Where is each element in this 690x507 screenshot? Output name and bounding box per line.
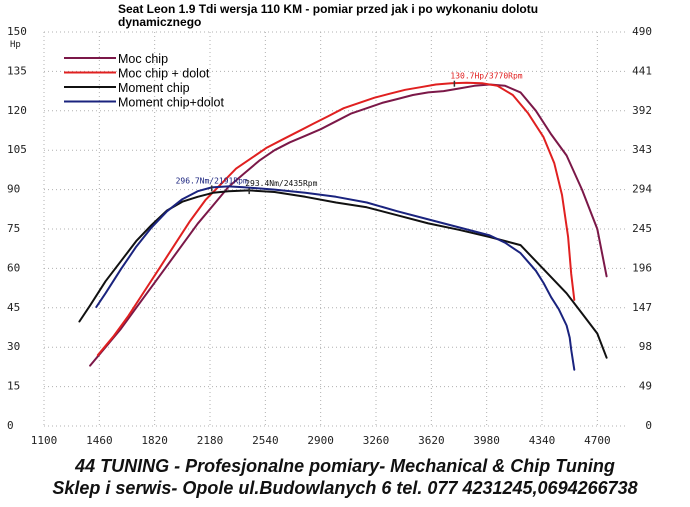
y2-tick-label: 196	[632, 261, 652, 274]
series-line-4	[95, 185, 576, 371]
y-tick-label: 90	[7, 183, 20, 196]
y2-tick-label: 98	[639, 340, 652, 353]
legend-label: Moc chip + dolot	[118, 67, 210, 81]
y2-tick-label: 245	[632, 222, 652, 235]
y-axis-label: Hp	[10, 40, 21, 50]
series-line-1	[89, 83, 608, 367]
y-tick-label: 120	[7, 104, 27, 117]
peak-annotation: 296.7Nm/2191Rpm	[176, 176, 248, 185]
series-line-2	[96, 81, 576, 357]
y-tick-label: 45	[7, 301, 20, 314]
y-tick-label: 75	[7, 222, 20, 235]
series-line-3	[78, 189, 608, 359]
y-tick-label: 135	[7, 64, 27, 77]
y-tick-label: 150	[7, 25, 27, 38]
y2-tick-label: 441	[632, 64, 652, 77]
peak-annotation: 293.4Nm/2435Rpm	[245, 179, 317, 188]
y2-tick-label: 343	[632, 143, 652, 156]
legend-label: Moment chip+dolot	[118, 96, 224, 110]
chart-title: dynamicznego	[118, 15, 201, 29]
footer-line-2: Sklep i serwis- Opole ul.Budowlanych 6 t…	[52, 478, 638, 498]
x-tick-label: 3980	[473, 434, 500, 447]
x-tick-label: 4340	[529, 434, 556, 447]
x-tick-label: 2180	[197, 434, 224, 447]
y2-tick-label: 392	[632, 104, 652, 117]
y2-tick-label: 490	[632, 25, 652, 38]
footer-line-1: 44 TUNING - Profesjonalne pomiary- Mecha…	[75, 456, 615, 476]
y-tick-label: 60	[7, 261, 20, 274]
y-tick-label: 105	[7, 143, 27, 156]
y-tick-label: 30	[7, 340, 20, 353]
y2-tick-label: 49	[639, 380, 652, 393]
legend-label: Moc chip	[118, 52, 168, 66]
y2-tick-label: 147	[632, 301, 652, 314]
legend-label: Moment chip	[118, 81, 190, 95]
x-tick-label: 2900	[307, 434, 334, 447]
x-tick-label: 3620	[418, 434, 445, 447]
y-tick-label: 15	[7, 380, 20, 393]
y-tick-label: 0	[7, 419, 14, 432]
x-tick-label: 1820	[141, 434, 168, 447]
y2-tick-label: 0	[645, 419, 652, 432]
x-tick-label: 1460	[86, 434, 113, 447]
peak-annotation: 130.7Hp/3770Rpm	[450, 72, 522, 81]
x-tick-label: 4700	[584, 434, 611, 447]
chart-title: Seat Leon 1.9 Tdi wersja 110 KM - pomiar…	[118, 2, 538, 16]
x-tick-label: 1100	[31, 434, 58, 447]
y2-tick-label: 294	[632, 183, 652, 196]
x-tick-label: 2540	[252, 434, 279, 447]
x-tick-label: 3260	[363, 434, 390, 447]
